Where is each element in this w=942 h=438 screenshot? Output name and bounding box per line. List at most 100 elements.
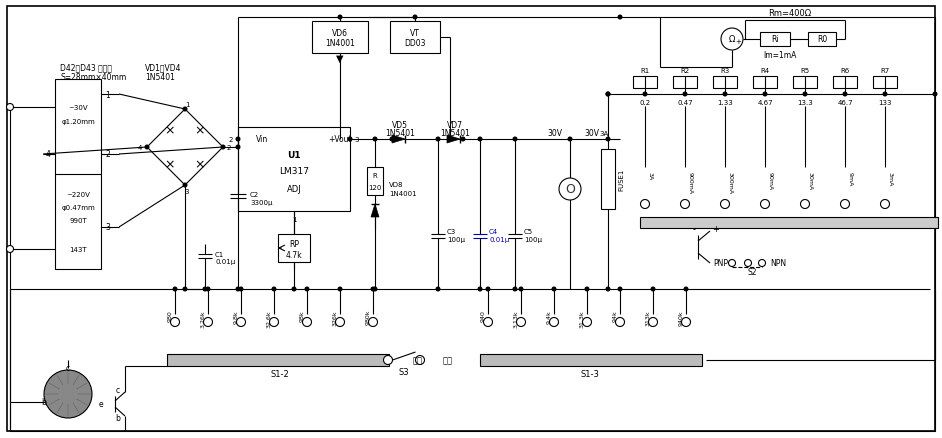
Circle shape	[728, 260, 736, 267]
Text: 1: 1	[292, 216, 296, 223]
Text: 1: 1	[185, 102, 189, 108]
Text: S1-3: S1-3	[580, 370, 599, 378]
Text: +: +	[712, 225, 719, 234]
Text: 1N4001: 1N4001	[325, 39, 355, 48]
Text: 133: 133	[878, 100, 892, 106]
Circle shape	[559, 179, 581, 201]
Text: +Vout: +Vout	[328, 135, 351, 144]
Text: 1N5401: 1N5401	[440, 129, 470, 138]
Text: VD5: VD5	[392, 121, 408, 130]
Circle shape	[760, 200, 770, 209]
Text: 1.33: 1.33	[717, 100, 733, 106]
Text: b: b	[41, 398, 46, 406]
Circle shape	[519, 287, 523, 291]
Text: ▼: ▼	[336, 54, 344, 64]
Text: VD6: VD6	[332, 28, 348, 37]
Text: O: O	[565, 183, 575, 196]
Text: 900mA: 900mA	[688, 172, 693, 194]
Bar	[238, 128, 350, 212]
Text: 1N5401: 1N5401	[145, 72, 175, 81]
Circle shape	[383, 356, 393, 365]
Bar	[873, 77, 897, 89]
Text: 磁管: 磁管	[443, 356, 453, 365]
Circle shape	[436, 287, 440, 291]
Text: 9.4k: 9.4k	[547, 309, 552, 323]
Text: R0: R0	[817, 35, 827, 44]
Circle shape	[338, 16, 342, 20]
Text: R5: R5	[801, 68, 809, 74]
Text: 2: 2	[227, 145, 232, 151]
Text: S2: S2	[747, 268, 756, 277]
Text: φ0.47mm: φ0.47mm	[61, 205, 95, 211]
Text: VD7: VD7	[447, 121, 463, 130]
Text: U1: U1	[287, 151, 300, 160]
Circle shape	[44, 370, 92, 418]
Bar	[640, 218, 938, 229]
Text: S=28mm×40mm: S=28mm×40mm	[60, 72, 126, 81]
Circle shape	[568, 138, 572, 141]
Circle shape	[881, 200, 889, 209]
Text: NPN: NPN	[770, 259, 787, 268]
Circle shape	[513, 138, 517, 141]
Text: C3: C3	[447, 229, 456, 234]
Circle shape	[236, 287, 240, 291]
Text: 1N4001: 1N4001	[389, 191, 416, 197]
Text: 990T: 990T	[69, 218, 87, 223]
Text: 9mA: 9mA	[848, 172, 853, 186]
Text: 4: 4	[138, 145, 142, 151]
Text: 326k: 326k	[333, 309, 338, 325]
Text: R4: R4	[760, 68, 770, 74]
Circle shape	[171, 318, 180, 327]
Bar	[673, 77, 697, 89]
Text: ADJ: ADJ	[286, 185, 301, 194]
Text: 100μ: 100μ	[524, 237, 542, 243]
Text: DD03: DD03	[404, 39, 426, 48]
Text: C1: C1	[215, 251, 224, 258]
Text: ×: ×	[195, 124, 205, 137]
Text: 3: 3	[354, 137, 359, 143]
Circle shape	[415, 356, 425, 365]
Text: 2: 2	[229, 137, 233, 143]
Bar	[793, 77, 817, 89]
Circle shape	[721, 200, 729, 209]
Bar	[367, 168, 383, 195]
Text: Ri: Ri	[771, 35, 779, 44]
Text: 90mA: 90mA	[768, 172, 773, 190]
Circle shape	[479, 138, 481, 141]
Circle shape	[236, 138, 240, 141]
Circle shape	[607, 138, 609, 141]
Circle shape	[651, 287, 655, 291]
Bar	[713, 77, 737, 89]
Text: 0.01μ: 0.01μ	[489, 237, 510, 243]
Circle shape	[206, 287, 210, 291]
Polygon shape	[371, 205, 379, 218]
Circle shape	[884, 93, 886, 97]
Circle shape	[390, 138, 394, 141]
Circle shape	[607, 93, 609, 97]
Circle shape	[183, 287, 187, 291]
Text: 4: 4	[45, 150, 50, 159]
Text: R7: R7	[881, 68, 889, 74]
Text: Rm=400Ω: Rm=400Ω	[769, 10, 812, 18]
Text: 3.26k: 3.26k	[201, 309, 206, 327]
Circle shape	[486, 287, 490, 291]
Circle shape	[585, 287, 589, 291]
Text: FUSE1: FUSE1	[618, 169, 624, 191]
Circle shape	[607, 93, 609, 97]
Circle shape	[272, 287, 276, 291]
Bar	[55, 80, 101, 269]
Text: PNP: PNP	[713, 259, 728, 268]
Circle shape	[648, 318, 658, 327]
Text: 1N5401: 1N5401	[385, 129, 414, 138]
Text: 940k: 940k	[679, 309, 684, 325]
Circle shape	[618, 287, 622, 291]
Text: e: e	[98, 399, 103, 409]
Bar	[833, 77, 857, 89]
Bar	[633, 77, 657, 89]
Text: 2: 2	[105, 150, 110, 159]
Text: 98k: 98k	[300, 309, 305, 321]
Text: 3A: 3A	[599, 131, 609, 137]
Circle shape	[203, 318, 213, 327]
Circle shape	[483, 318, 493, 327]
Circle shape	[684, 287, 688, 291]
